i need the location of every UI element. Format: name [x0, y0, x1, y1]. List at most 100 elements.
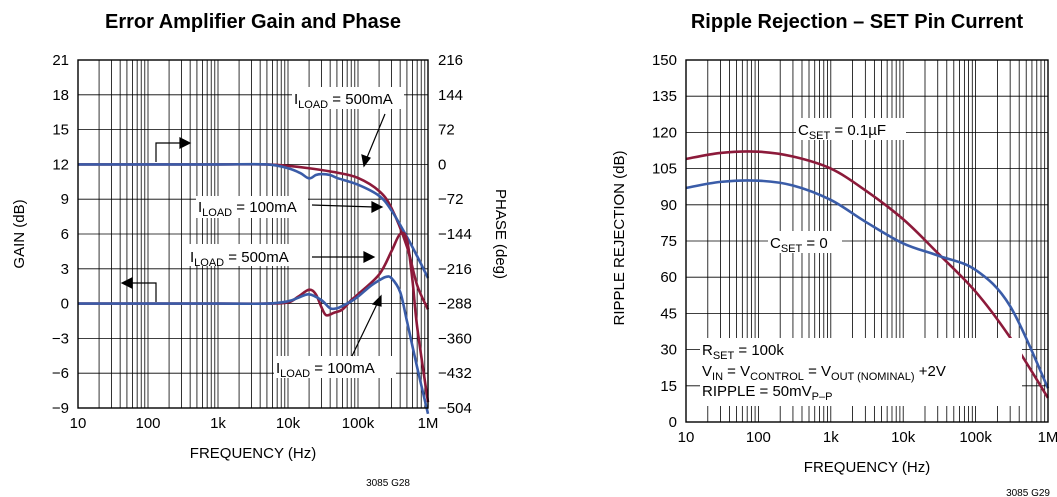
annotation-text: V	[702, 363, 712, 380]
y-tick-label: 6	[61, 226, 69, 243]
gain-phase-x-label: FREQUENCY (Hz)	[190, 445, 316, 462]
y2-tick-label: 216	[438, 52, 463, 69]
y-tick-label: 21	[52, 52, 69, 69]
annotation-gain-100ma: ILOAD = 100mA	[276, 360, 375, 380]
x-tick-label: 100	[746, 429, 771, 446]
gain-phase-title: Error Amplifier Gain and Phase	[105, 11, 401, 33]
series-line-1	[77, 162, 430, 279]
arrow-icon	[351, 301, 379, 357]
annotation-subscript: LOAD	[202, 207, 232, 219]
y2-tick-label: 0	[438, 156, 446, 173]
series-line-1	[685, 179, 1050, 389]
ann-bg	[292, 87, 404, 109]
ripple-figure-note: 3085 G29	[1006, 488, 1050, 497]
gain-phase-grid	[78, 60, 428, 408]
annotation-ripple: RIPPLE = 50mVP–P	[702, 383, 832, 403]
y2-tick-label: −72	[438, 191, 463, 208]
y2-tick-label: 72	[438, 122, 455, 139]
y-tick-label: 9	[61, 191, 69, 208]
x-tick-label: 10	[678, 429, 695, 446]
annotation-subscript: IN	[712, 371, 723, 383]
annotation-subscript: LOAD	[194, 257, 224, 269]
y-tick-label: 12	[52, 156, 69, 173]
phase-ticks: 216 144 72 0 −72 −144 −216 −288 −360 −432 −504	[438, 52, 472, 417]
arrow-head-icon	[371, 294, 382, 307]
annotation-text: = 100mA	[310, 360, 375, 377]
ripple-series	[685, 150, 1050, 399]
x-tick-label: 10k	[276, 415, 301, 432]
y-tick-label: 120	[652, 124, 677, 141]
x-tick-label: 100k	[959, 429, 992, 446]
arrow-head-icon	[179, 137, 192, 149]
phase-axis-arrow-icon	[155, 142, 182, 162]
ripple-frame	[685, 59, 1049, 423]
annotation-text: I	[276, 360, 280, 377]
annotation-text: = 0.1µF	[830, 122, 886, 139]
gain-y-label: GAIN (dB)	[11, 199, 28, 268]
y2-tick-label: −216	[438, 261, 472, 278]
y-tick-label: 90	[660, 197, 677, 214]
arrow-head-icon	[361, 154, 371, 168]
x-tick-label: 100	[135, 415, 160, 432]
y2-tick-label: −144	[438, 226, 472, 243]
y-tick-label: 18	[52, 87, 69, 104]
y-tick-label: 0	[61, 296, 69, 313]
ripple-x-label: FREQUENCY (Hz)	[804, 459, 930, 476]
annotation-text: = 500mA	[328, 91, 393, 108]
ripple-rejection-chart: Ripple Rejection – SET Pin Current 150 13…	[611, 11, 1057, 497]
y2-tick-label: −360	[438, 330, 472, 347]
ann-bg	[768, 231, 842, 253]
y-tick-label: 135	[652, 88, 677, 105]
annotation-cset-01uf: CSET = 0.1µF	[798, 122, 886, 142]
ripple-x-ticks: 10 100 1k 10k 100k 1M	[678, 429, 1057, 446]
annotation-text: = V	[723, 363, 750, 380]
ripple-title: Ripple Rejection – SET Pin Current	[691, 11, 1024, 33]
annotation-subscript: LOAD	[298, 99, 328, 111]
annotation-text: = 500mA	[224, 249, 289, 266]
y-tick-label: 105	[652, 161, 677, 178]
series-line-0	[685, 150, 1050, 399]
x-tick-label: 1M	[1038, 429, 1057, 446]
gain-phase-frame	[77, 59, 429, 409]
x-tick-label: 10	[70, 415, 87, 432]
y-tick-label: 45	[660, 305, 677, 322]
annotation-subscript: SET	[713, 350, 735, 362]
y-tick-label: 150	[652, 52, 677, 69]
x-tick-label: 1k	[823, 429, 839, 446]
gain-phase-figure-note: 3085 G28	[366, 478, 410, 489]
annotation-subscript: SET	[781, 243, 803, 255]
y-tick-label: −6	[52, 365, 69, 382]
ann-bg	[796, 118, 906, 140]
x-tick-label: 100k	[342, 415, 375, 432]
y-tick-label: 0	[669, 414, 677, 431]
annotation-text: = 100mA	[232, 199, 297, 216]
y-tick-label: 3	[61, 261, 69, 278]
annotation-text: I	[190, 249, 194, 266]
y-tick-label: 60	[660, 269, 677, 286]
annotation-rset: RSET = 100k	[702, 342, 784, 362]
y2-tick-label: −504	[438, 400, 472, 417]
ann-bg	[700, 338, 1022, 406]
ripple-y-label: RIPPLE REJECTION (dB)	[611, 150, 628, 325]
x-tick-label: 1M	[418, 415, 439, 432]
arrow-icon	[311, 204, 375, 208]
annotation-text: = 0	[802, 235, 827, 252]
arrow-head-icon	[120, 277, 133, 289]
annotation-text: = V	[804, 363, 831, 380]
annotation-phase-500ma: ILOAD = 500mA	[294, 91, 393, 111]
gain-phase-series	[77, 162, 430, 415]
x-tick-label: 1k	[210, 415, 226, 432]
annotation-subscript: LOAD	[280, 368, 310, 380]
gain-axis-arrow-icon	[130, 282, 157, 302]
annotation-cset-0: CSET = 0	[770, 235, 828, 255]
y-tick-label: 15	[52, 122, 69, 139]
annotation-subscript: CONTROL	[750, 371, 804, 383]
ann-bg	[196, 196, 308, 218]
arrow-head-icon	[371, 201, 384, 213]
annotation-text: I	[294, 91, 298, 108]
gain-phase-x-ticks: 10 100 1k 10k 100k 1M	[70, 415, 439, 432]
annotation-text: = 100k	[734, 342, 784, 359]
arrow-head-icon	[363, 251, 376, 263]
gain-ticks: 21 18 15 12 9 6 3 0 −3 −6 −9	[52, 52, 69, 417]
